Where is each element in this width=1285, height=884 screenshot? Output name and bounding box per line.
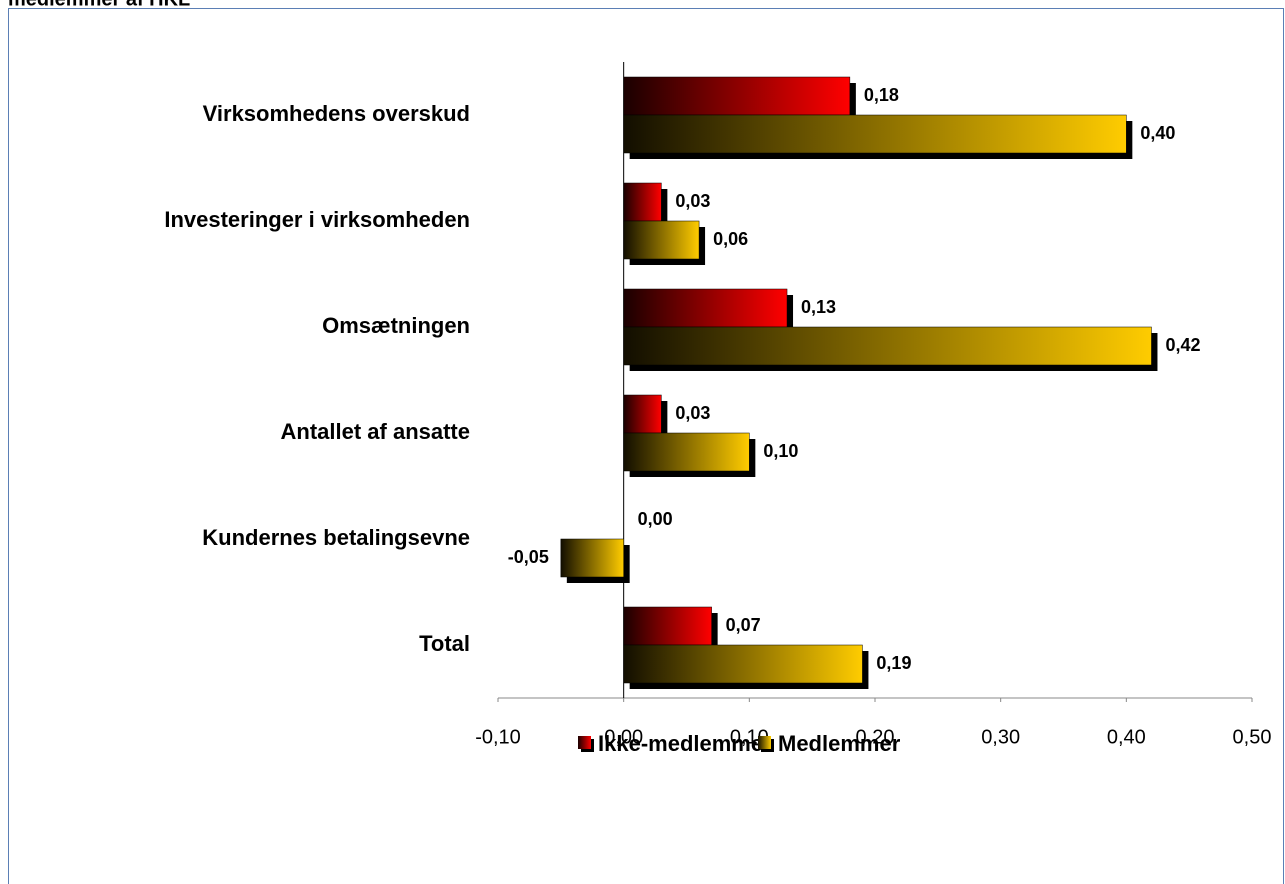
bar <box>623 288 788 328</box>
category-label: Virksomhedens overskud <box>203 101 470 126</box>
value-label: 0,19 <box>876 653 911 673</box>
value-label: 0,42 <box>1165 335 1200 355</box>
value-label: 0,03 <box>675 191 710 211</box>
legend-label: Ikke-medlemmer <box>598 731 772 756</box>
category-label: Antallet af ansatte <box>281 419 471 444</box>
value-label: 0,40 <box>1140 123 1175 143</box>
category-label: Omsætningen <box>322 313 470 338</box>
bar <box>560 538 624 578</box>
bar <box>623 394 662 434</box>
legend-marker <box>758 736 771 749</box>
x-tick-label: 0,30 <box>981 726 1020 748</box>
legend-label: Medlemmer <box>778 731 901 756</box>
value-label: 0,13 <box>801 297 836 317</box>
x-tick-label: 0,20 <box>856 726 895 748</box>
bar <box>623 432 750 472</box>
bar <box>623 606 712 646</box>
chart-title: medlemmer af HKL <box>8 0 190 10</box>
legend-marker <box>578 736 591 749</box>
category-label: Investeringer i virksomheden <box>164 207 470 232</box>
bar <box>623 114 1127 154</box>
bar <box>623 182 662 222</box>
bar <box>623 326 1152 366</box>
category-label: Kundernes betalingsevne <box>202 525 470 550</box>
value-label: 0,10 <box>763 441 798 461</box>
value-label: 0,07 <box>726 615 761 635</box>
value-label: 0,00 <box>638 509 673 529</box>
bar <box>623 644 863 684</box>
value-label: 0,06 <box>713 229 748 249</box>
x-tick-label: 0,40 <box>1107 726 1146 748</box>
x-tick-label: 0,00 <box>604 726 643 748</box>
bar <box>623 76 851 116</box>
value-label: 0,03 <box>675 403 710 423</box>
value-label: -0,05 <box>508 547 549 567</box>
x-tick-label: 0,50 <box>1233 726 1272 748</box>
x-tick-label: -0,10 <box>475 726 521 748</box>
value-label: 0,18 <box>864 85 899 105</box>
category-label: Total <box>419 631 470 656</box>
bar <box>623 220 700 260</box>
